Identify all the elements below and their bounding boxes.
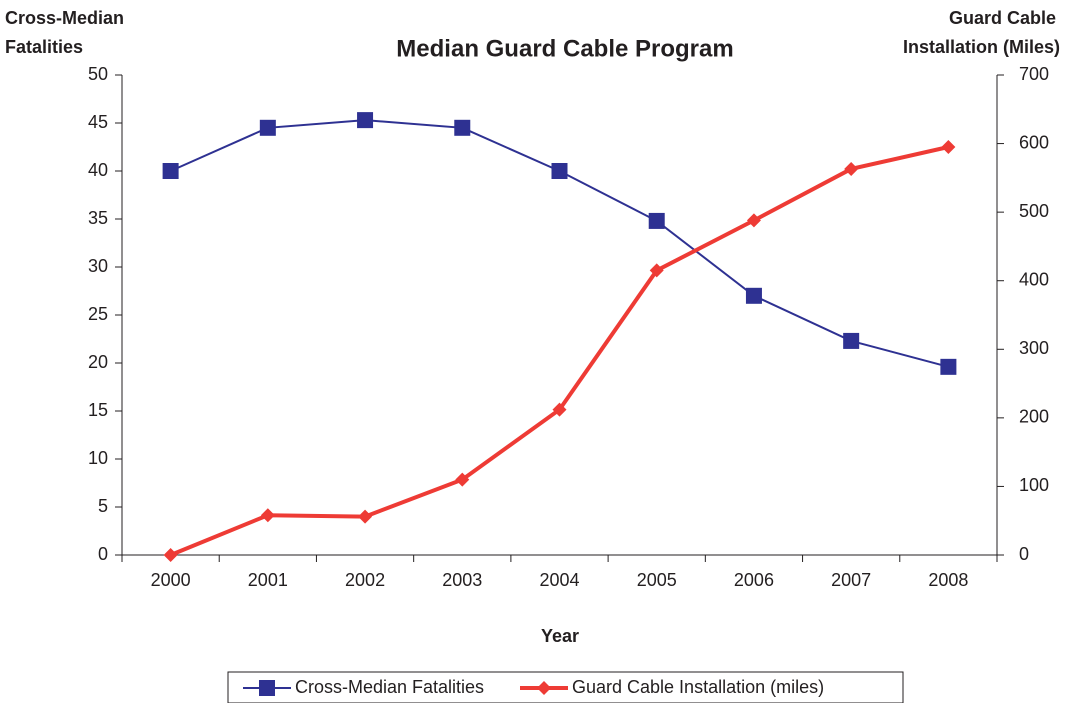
data-point	[357, 112, 374, 129]
x-tick-label: 2007	[831, 570, 871, 590]
y-tick-label: 40	[88, 160, 108, 180]
y-tick-label: 30	[88, 256, 108, 276]
y2-tick-label: 500	[1019, 201, 1049, 221]
data-point	[940, 358, 957, 375]
y2-axis-title: Guard Cable	[949, 8, 1056, 28]
series-line	[169, 145, 949, 557]
y2-tick-label: 100	[1019, 475, 1049, 495]
x-tick-label: 2008	[928, 570, 968, 590]
y2-tick-label: 300	[1019, 338, 1049, 358]
legend-marker	[259, 680, 275, 696]
x-tick-label: 2003	[442, 570, 482, 590]
y-tick-label: 35	[88, 208, 108, 228]
y2-tick-label: 600	[1019, 132, 1049, 152]
y-tick-label: 50	[88, 64, 108, 84]
y-axis-title: Cross-Median	[5, 8, 124, 28]
data-point	[941, 140, 956, 154]
y-tick-label: 20	[88, 352, 108, 372]
y2-tick-label: 400	[1019, 269, 1049, 289]
y-tick-label: 15	[88, 400, 108, 420]
legend-marker	[537, 681, 551, 695]
legend-label: Cross-Median Fatalities	[295, 677, 484, 697]
y-tick-label: 5	[98, 496, 108, 516]
y-tick-label: 10	[88, 448, 108, 468]
series-line	[170, 119, 949, 368]
data-point	[358, 509, 373, 524]
y2-tick-label: 200	[1019, 407, 1049, 427]
data-point	[552, 402, 567, 417]
data-point	[746, 213, 761, 228]
data-point	[260, 508, 275, 523]
y-tick-label: 25	[88, 304, 108, 324]
data-point	[455, 472, 470, 487]
y2-tick-label: 0	[1019, 544, 1029, 564]
y2-axis-title: Installation (Miles)	[903, 37, 1060, 57]
data-point	[259, 119, 276, 136]
data-point	[843, 332, 860, 349]
y-tick-label: 45	[88, 112, 108, 132]
data-point	[551, 163, 568, 179]
y2-tick-label: 700	[1019, 64, 1049, 84]
x-tick-label: 2004	[539, 570, 579, 590]
x-tick-label: 2005	[637, 570, 677, 590]
y-tick-label: 0	[98, 544, 108, 564]
x-tick-label: 2001	[248, 570, 288, 590]
y-axis-title: Fatalities	[5, 37, 83, 57]
legend-label: Guard Cable Installation (miles)	[572, 677, 824, 697]
data-point	[649, 263, 664, 278]
x-axis-title: Year	[541, 626, 579, 646]
data-point	[745, 287, 762, 304]
x-tick-label: 2006	[734, 570, 774, 590]
data-point	[648, 212, 665, 229]
data-point	[162, 163, 179, 179]
data-point	[163, 548, 178, 562]
x-tick-label: 2002	[345, 570, 385, 590]
x-tick-label: 2000	[151, 570, 191, 590]
data-point	[844, 161, 859, 176]
data-point	[454, 119, 471, 136]
chart-title: Median Guard Cable Program	[396, 35, 733, 62]
